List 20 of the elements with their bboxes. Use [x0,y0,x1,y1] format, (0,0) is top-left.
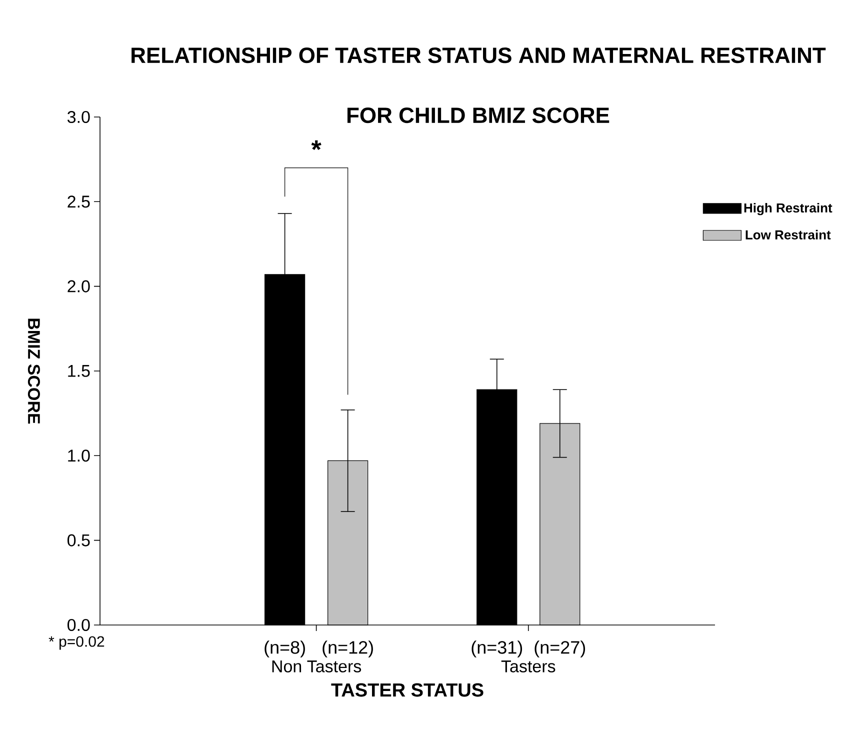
chart-title: RELATIONSHIP OF TASTER STATUS AND MATERNAL RESTRAINT FOR CHILD BMIZ SCORE [132,48,826,124]
x-tick-label: Non Tasters [272,660,362,672]
y-tick-label: 0.5 [68,534,90,546]
x-axis-title: TASTER STATUS [331,683,484,697]
y-tick-label: 3.0 [67,110,90,124]
text: (n=27) [534,640,586,658]
y-tick-label: 1.5 [68,365,90,377]
text: * p=0.02 [48,636,104,650]
y-tick-label: 0.0 [68,618,90,632]
y-axis-title: BMIZ SCORE [28,318,40,424]
legend-label: High Restraint [744,203,832,216]
y-tick-label: 2.0 [68,280,90,292]
text: (n=8) [264,640,305,658]
annotation: * [311,140,322,150]
x-tick-label: Tasters [501,660,556,672]
text: (n=31) [472,640,522,658]
text: (n=12) [322,640,373,658]
y-tick-label: 1.0 [68,450,90,462]
legend-label: Low Restraint [746,230,831,240]
y-tick-label: 2.5 [68,196,90,208]
